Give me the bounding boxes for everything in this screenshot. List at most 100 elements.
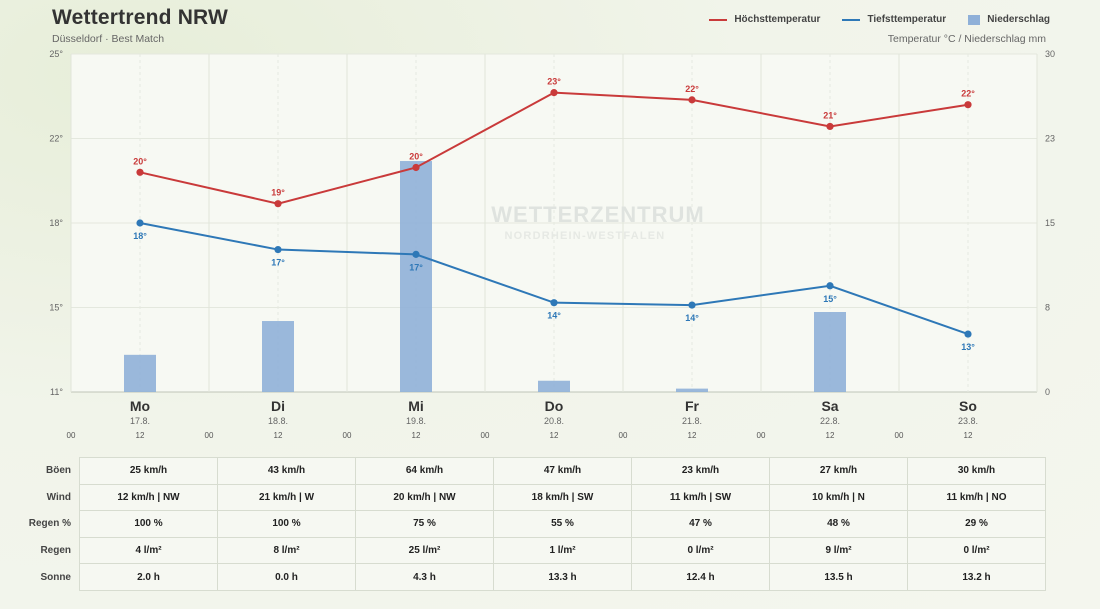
legend-label-precip: Niederschlag [987,14,1050,25]
table-cell: 20 km/h | NW [355,483,494,512]
hour-label: 12 [274,431,283,440]
day-date: 20.8. [544,416,564,426]
watermark-text: WETTERZENTRUM [491,202,704,227]
day-name: Di [271,398,285,414]
table-cell: 75 % [355,510,494,538]
max-temp-point [964,101,972,109]
max-temp-point [136,168,144,176]
hour-label: 00 [895,431,904,440]
legend-swatch-min [842,18,861,21]
hour-label: 12 [964,431,973,440]
precip-bar [676,388,708,392]
hour-label: 00 [67,431,76,440]
day-name: So [959,398,977,414]
hour-label: 12 [136,431,145,440]
max-temp-label: 21° [823,110,837,120]
y-left-tick: 15° [49,303,63,313]
table-cell: 47 km/h [493,457,632,485]
hour-label: 00 [205,431,214,440]
precip-bar [124,354,156,392]
min-temp-point [274,245,282,254]
hour-label: 12 [688,431,697,440]
max-temp-label: 22° [685,84,699,94]
min-temp-label: 14° [547,311,561,321]
day-date: 19.8. [406,416,426,426]
table-cell: 21 km/h | W [217,483,356,512]
table-row: Böen 25 km/h 43 km/h 64 km/h 47 km/h 23 km/h 2… [0,457,1046,485]
watermark-subtext: NORDRHEIN-WESTFALEN [505,230,666,242]
table-cell: 9 l/m² [769,536,908,565]
table-cell: 13.5 h [769,563,908,591]
table-cell: 25 km/h [79,457,218,485]
min-temp-point [550,299,558,307]
table-cell: 4 l/m² [79,536,218,565]
table-row: Wind 12 km/h | NW 21 km/h | W 20 km/h | NW 1… [0,483,1046,512]
min-temp-label: 17° [271,258,285,268]
max-temp-label: 19° [271,188,285,198]
table-cell: 43 km/h [217,457,356,485]
page-title: Wettertrend NRW [52,6,229,29]
table-cell: 12.4 h [631,563,770,591]
max-temp-point [412,163,420,172]
day-date: 21.8. [682,416,702,426]
table-cell: 18 km/h | SW [493,483,632,512]
table-row: Regen % 100 % 100 % 75 % 55 % 47 % 48 % 29 % [0,510,1046,538]
min-temp-point [412,250,420,258]
table-cell: 13.3 h [493,563,632,591]
table-cell: 0 l/m² [907,536,1046,565]
precip-bar [538,380,570,392]
hour-label: 12 [412,431,421,440]
table-cell: 0.0 h [217,563,356,591]
min-temp-label: 18° [133,231,147,241]
table-cell: 47 % [631,510,770,538]
min-temp-label: 15° [823,294,837,304]
hour-label: 12 [550,431,559,440]
hour-label: 00 [757,431,766,440]
precip-bar [400,161,432,392]
table-cell: 25 l/m² [355,536,494,565]
table-cell: 10 km/h | N [769,483,908,512]
legend-label-max: Höchsttemperatur [734,14,821,25]
row-label: Regen % [28,518,71,530]
table-cell: 30 km/h [907,457,1046,485]
page-subtitle: Düsseldorf · Best Match [52,33,165,45]
day-date: 23.8. [958,416,978,426]
legend-label-min: Tiefsttemperatur [867,14,947,25]
legend-item-max[interactable]: Höchsttemperatur [709,14,820,25]
y-left-tick: 11° [50,387,63,397]
legend-item-precip[interactable]: Niederschlag [968,14,1050,25]
table-cell: 0 l/m² [631,536,770,565]
day-name: Do [545,398,564,414]
table-cell: 8 l/m² [217,536,356,565]
y-right-tick: 23 [1045,134,1055,144]
table-cell: 100 % [217,510,356,538]
min-temp-point [688,301,696,309]
max-temp-label: 22° [961,89,975,99]
max-temp-point [688,96,696,104]
day-name: Mo [130,398,150,414]
legend-swatch-precip [968,14,981,25]
max-temp-point [274,200,282,208]
row-label: Regen [40,545,71,557]
row-label: Böen [46,465,71,477]
table-row: Sonne 2.0 h 0.0 h 4.3 h 13.3 h 12.4 h 13.5 h 13… [0,563,1046,591]
y-right-tick: 0 [1045,387,1050,397]
day-date: 22.8. [820,416,840,426]
day-date: 17.8. [130,416,150,426]
chart-legend: Höchsttemperatur Tiefsttemperatur Nieder… [709,14,1050,25]
day-name: Sa [821,398,838,414]
table-cell: 4.3 h [355,563,494,591]
table-cell: 48 % [769,510,908,538]
legend-item-min[interactable]: Tiefsttemperatur [842,14,946,25]
row-label: Sonne [40,571,71,583]
units-label: Temperatur °C / Niederschlag mm [887,33,1046,45]
table-cell: 55 % [493,510,632,538]
max-temp-label: 20° [409,151,423,161]
precip-bar [262,321,294,392]
y-left-tick: 18° [49,218,63,228]
precip-bar [814,312,846,392]
min-temp-label: 13° [961,342,975,352]
min-temp-point [136,219,144,227]
hour-label: 00 [619,431,628,440]
table-cell: 64 km/h [355,457,494,485]
